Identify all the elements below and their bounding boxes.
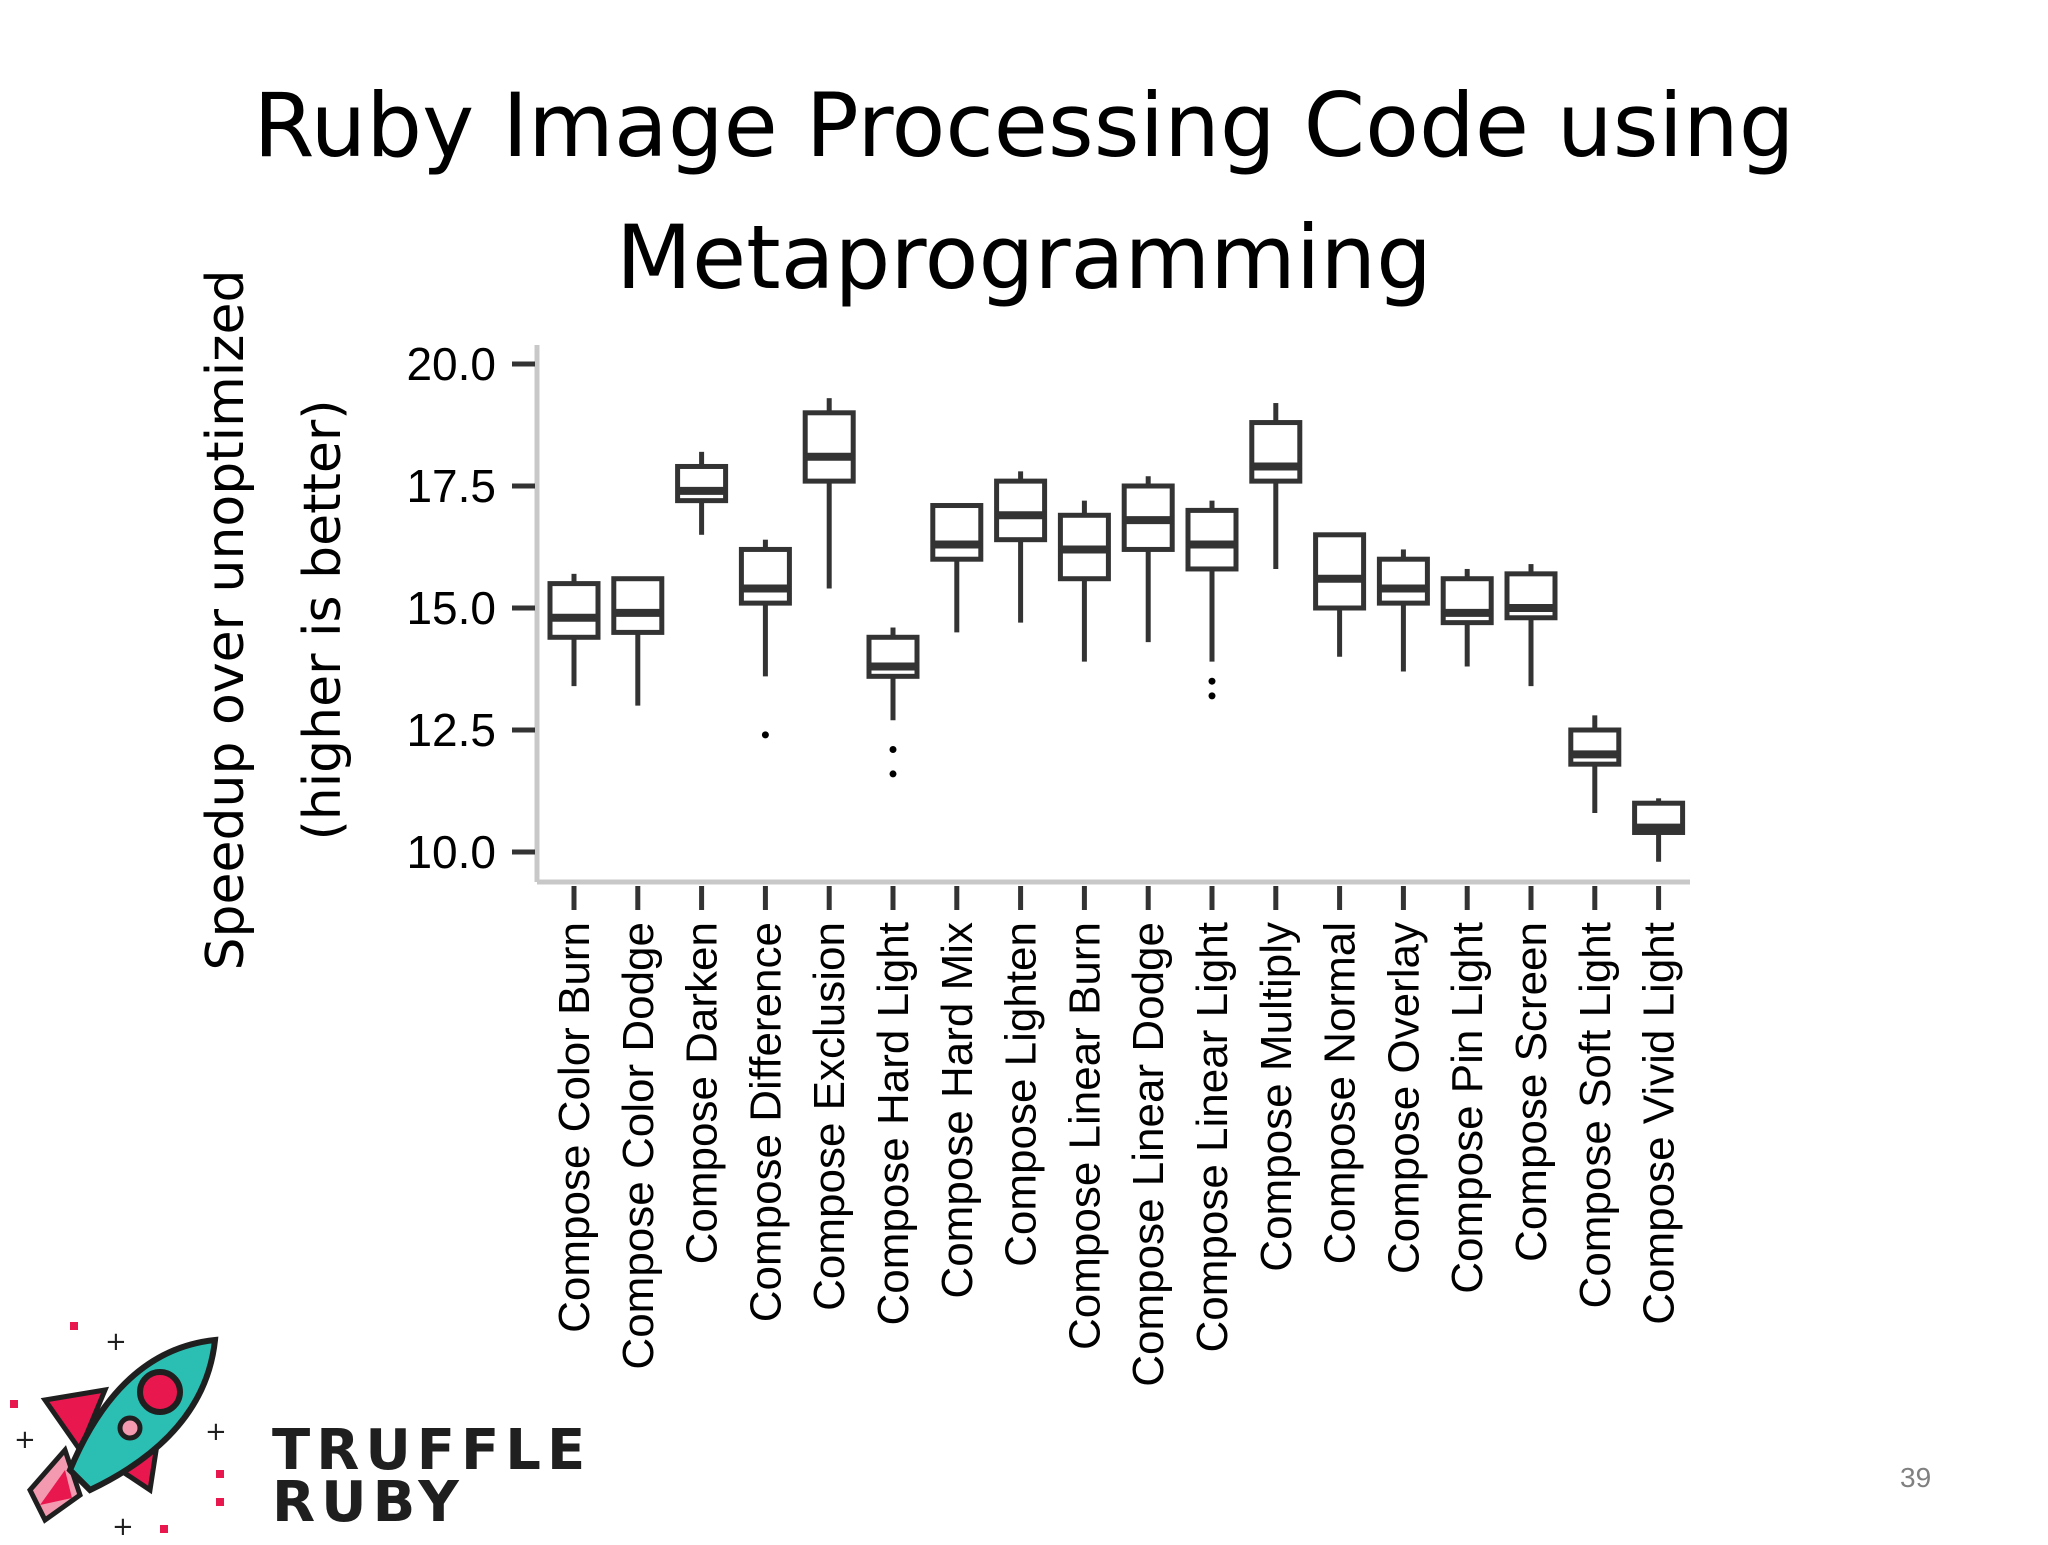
iqr-box	[1568, 727, 1622, 767]
iqr-box	[802, 410, 856, 484]
iqr-box	[930, 503, 984, 562]
box-6	[866, 627, 920, 778]
svg-text:+: +	[105, 1327, 127, 1357]
iqr-box	[1249, 420, 1303, 484]
box-9	[1057, 500, 1111, 662]
y-tick-label: 10.0	[406, 826, 496, 878]
x-tick-label: Compose Linear Burn	[1060, 922, 1109, 1350]
x-tick-label: Compose Lighten	[997, 922, 1046, 1267]
box-3	[675, 451, 729, 535]
box-13	[1313, 532, 1367, 657]
y-axis-label-line1: Speedup over unoptimized	[196, 270, 256, 971]
iqr-box	[611, 576, 665, 635]
box-14	[1376, 549, 1430, 672]
slide-title: Ruby Image Processing Code using Metapro…	[253, 74, 1795, 309]
iqr-box	[547, 581, 601, 640]
x-ticks: Compose Color Burn Compose Color Dodge Com…	[550, 886, 1684, 1387]
iqr-box	[675, 463, 729, 504]
box-8	[994, 471, 1048, 623]
box-5	[802, 398, 856, 589]
x-tick-label: Compose Linear Light	[1188, 922, 1237, 1352]
box-1	[547, 573, 601, 687]
box-16	[1504, 564, 1558, 687]
axes	[534, 345, 1690, 885]
svg-text:+: +	[112, 1512, 134, 1540]
box-12	[1249, 403, 1303, 569]
y-tick-label: 12.5	[406, 704, 496, 756]
y-axis-label-line2: (higher is better)	[293, 399, 353, 840]
brand-line2: RUBY	[272, 1470, 465, 1535]
outlier-point	[889, 770, 897, 778]
box-4	[738, 539, 792, 739]
x-tick-label: Compose Exclusion	[805, 922, 854, 1311]
box-10	[1121, 476, 1175, 643]
page-number: 39	[1900, 1462, 1932, 1493]
iqr-box	[738, 546, 792, 606]
x-tick-label: Compose Pin Light	[1443, 922, 1492, 1294]
iqr-box	[1185, 507, 1239, 572]
x-tick-label: Compose Hard Mix	[933, 922, 982, 1299]
y-tick-label: 20.0	[406, 338, 496, 390]
svg-text:+: +	[205, 1417, 227, 1447]
box-2	[611, 576, 665, 706]
outlier-point	[1208, 677, 1216, 685]
x-tick-label: Compose Overlay	[1379, 922, 1428, 1274]
box-15	[1440, 568, 1494, 667]
x-tick-label: Compose Color Burn	[550, 922, 599, 1333]
x-tick-label: Compose Darken	[678, 922, 727, 1264]
x-tick-label: Compose Hard Light	[869, 922, 918, 1326]
x-tick-label: Compose Screen	[1507, 922, 1556, 1262]
rocket-icon: + + + +	[10, 1322, 227, 1542]
box-18	[1632, 798, 1686, 862]
outlier-point	[1208, 692, 1216, 700]
box-7	[930, 503, 984, 633]
x-tick-label: Compose Vivid Light	[1635, 922, 1684, 1325]
iqr-box	[1376, 556, 1430, 606]
x-tick-label: Compose Color Dodge	[614, 922, 663, 1370]
x-tick-label: Compose Normal	[1316, 922, 1365, 1264]
y-tick-label: 15.0	[406, 582, 496, 634]
outlier-point	[761, 731, 769, 739]
truffleruby-logo: + + + + TRUFFLE RUBY	[10, 1320, 585, 1545]
x-tick-label: Compose Soft Light	[1571, 922, 1620, 1308]
x-tick-label: Compose Difference	[741, 922, 790, 1322]
iqr-box	[1313, 532, 1367, 611]
box-17	[1568, 715, 1622, 813]
brand-line1: TRUFFLE	[272, 1418, 592, 1483]
y-ticks: 10.0 12.5 15.0 17.5 20.0	[406, 338, 535, 878]
x-tick-label: Compose Linear Dodge	[1124, 922, 1173, 1387]
box-11	[1185, 500, 1239, 700]
y-tick-label: 17.5	[406, 460, 496, 512]
outlier-point	[889, 746, 897, 754]
x-tick-label: Compose Multiply	[1252, 922, 1301, 1272]
svg-text:+: +	[14, 1425, 36, 1455]
boxes	[547, 398, 1686, 862]
iqr-box	[994, 478, 1048, 543]
